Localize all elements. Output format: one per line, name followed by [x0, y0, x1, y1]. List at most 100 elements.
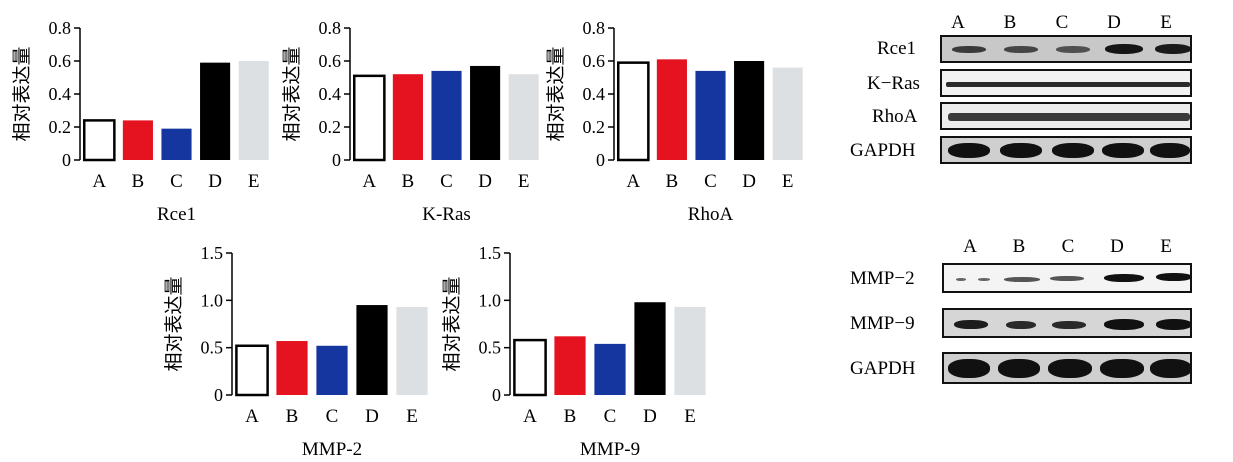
y-axis-label: 相对表达量	[545, 46, 567, 141]
bar-E	[508, 74, 539, 160]
blot-top-lane-label: B	[1003, 12, 1017, 33]
band	[1156, 319, 1190, 330]
x-tick-label: C	[170, 171, 183, 192]
x-axis-label: Rce1	[157, 204, 196, 225]
blot-bottom-lane-label: D	[1110, 236, 1124, 257]
bar-A	[82, 119, 116, 162]
y-tick-label: 0.8	[319, 18, 342, 38]
bar-A	[352, 74, 386, 162]
band	[978, 278, 990, 281]
blot-strip-kras	[940, 69, 1192, 97]
blot-top-lane-label: D	[1107, 12, 1121, 33]
blot-row-label: K−Ras	[867, 73, 920, 94]
x-axis-label: MMP-9	[580, 439, 640, 460]
band	[1100, 359, 1144, 378]
blot-bottom-lane-label: A	[963, 236, 977, 257]
y-tick-label: 1.0	[201, 290, 224, 310]
y-tick-label: 0.8	[583, 18, 606, 38]
bar-D	[200, 62, 231, 160]
bar-A	[235, 344, 269, 397]
band	[1006, 321, 1036, 329]
blot-row-label: Rce1	[877, 38, 917, 59]
y-tick-label: 0.8	[49, 18, 72, 38]
x-tick-label: C	[326, 406, 339, 427]
bar-D	[470, 65, 501, 160]
x-tick-label: E	[782, 171, 794, 192]
blot-top-lane-label: C	[1055, 12, 1069, 33]
y-axis-label: 相对表达量	[281, 46, 303, 141]
band	[1000, 143, 1042, 158]
bar-C	[695, 70, 726, 160]
blot-row-label: MMP−9	[850, 313, 915, 334]
x-tick-label: A	[245, 406, 259, 427]
x-tick-label: A	[92, 171, 106, 192]
bar-D	[734, 61, 765, 160]
x-axis-label: RhoA	[688, 204, 734, 225]
bar-B	[392, 74, 423, 160]
blot-row-label: RhoA	[872, 106, 918, 127]
x-tick-label: A	[362, 171, 376, 192]
x-tick-label: D	[365, 406, 379, 427]
blot-top-lane-label: A	[951, 12, 965, 33]
blot-strip-rce1	[940, 35, 1192, 63]
x-tick-label: B	[132, 171, 145, 192]
x-tick-label: A	[626, 171, 640, 192]
bar-B	[656, 59, 687, 160]
y-tick-label: 0.5	[201, 338, 224, 358]
y-tick-label: 0.4	[319, 84, 342, 104]
y-tick-label: 1.0	[479, 290, 502, 310]
x-tick-label: B	[666, 171, 679, 192]
bar-B	[276, 341, 308, 395]
blot-row-label: GAPDH	[850, 358, 916, 379]
x-tick-label: E	[518, 171, 530, 192]
band	[1104, 319, 1144, 330]
blot-strip-rhoa	[940, 102, 1192, 130]
blot-strip-gapdh	[940, 136, 1192, 164]
bar-E	[396, 306, 428, 395]
bar-C	[161, 128, 192, 160]
y-tick-label: 0.4	[49, 84, 72, 104]
y-tick-label: 0.4	[583, 84, 606, 104]
y-tick-label: 0	[214, 385, 223, 405]
y-axis-label: 相对表达量	[163, 276, 185, 371]
y-tick-label: 0.2	[49, 117, 72, 137]
band	[952, 46, 986, 53]
y-tick-label: 0.2	[319, 117, 342, 137]
band	[1150, 143, 1190, 158]
x-tick-label: D	[742, 171, 756, 192]
bar-B	[122, 120, 153, 160]
band	[954, 320, 988, 329]
x-tick-label: C	[604, 406, 617, 427]
blot-strip-mmp2	[942, 263, 1192, 293]
y-axis-label: 相对表达量	[441, 276, 463, 371]
band	[1105, 44, 1143, 54]
y-tick-label: 0	[332, 150, 341, 170]
y-tick-label: 1.5	[479, 243, 502, 263]
x-tick-label: B	[564, 406, 577, 427]
band	[1155, 44, 1190, 54]
y-tick-label: 0	[492, 385, 501, 405]
x-tick-label: E	[406, 406, 418, 427]
y-tick-label: 0.6	[583, 51, 606, 71]
x-tick-label: E	[684, 406, 696, 427]
bar-D	[634, 302, 666, 395]
x-tick-label: E	[248, 171, 260, 192]
x-tick-label: D	[643, 406, 657, 427]
band	[1156, 273, 1190, 281]
band	[948, 359, 990, 378]
x-tick-label: A	[523, 406, 537, 427]
x-tick-label: C	[704, 171, 717, 192]
y-tick-label: 0.6	[319, 51, 342, 71]
blot-row-label: GAPDH	[850, 140, 916, 161]
y-tick-label: 0.6	[49, 51, 72, 71]
y-tick-label: 0	[596, 150, 605, 170]
bar-A	[513, 338, 547, 397]
bar-C	[594, 343, 626, 395]
band	[948, 143, 990, 158]
blot-row-label: MMP−2	[850, 268, 915, 289]
x-tick-label: D	[478, 171, 492, 192]
bar-D	[356, 305, 388, 395]
bar-E	[772, 67, 803, 160]
band	[1004, 277, 1040, 282]
